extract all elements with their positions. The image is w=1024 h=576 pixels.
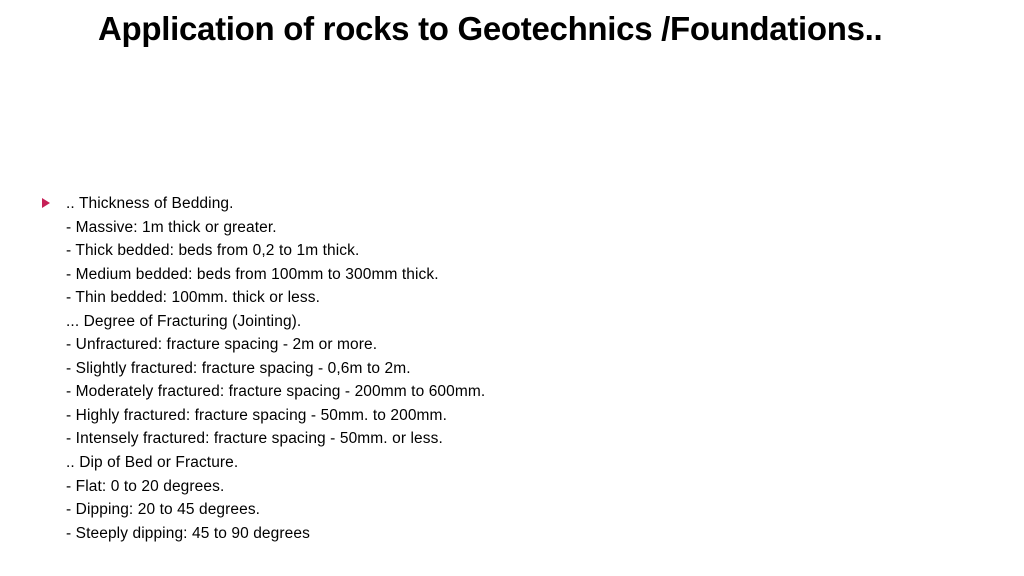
body-line: .. Dip of Bed or Fracture.: [66, 451, 962, 475]
slide-body: .. Thickness of Bedding. - Massive: 1m t…: [42, 192, 962, 545]
triangle-bullet-icon: [42, 198, 50, 208]
body-line: - Flat: 0 to 20 degrees.: [66, 475, 962, 499]
body-line: - Massive: 1m thick or greater.: [66, 216, 962, 240]
bullet-lead-text: .. Thickness of Bedding.: [66, 192, 234, 216]
body-line: - Moderately fractured: fracture spacing…: [66, 380, 962, 404]
slide: Application of rocks to Geotechnics /Fou…: [0, 0, 1024, 576]
body-line: - Unfractured: fracture spacing - 2m or …: [66, 333, 962, 357]
body-line: - Dipping: 20 to 45 degrees.: [66, 498, 962, 522]
body-line: - Medium bedded: beds from 100mm to 300m…: [66, 263, 962, 287]
body-line: - Steeply dipping: 45 to 90 degrees: [66, 522, 962, 546]
body-line: - Thick bedded: beds from 0,2 to 1m thic…: [66, 239, 962, 263]
body-line: - Thin bedded: 100mm. thick or less.: [66, 286, 962, 310]
bullet-item: .. Thickness of Bedding.: [42, 192, 962, 216]
body-line: - Intensely fractured: fracture spacing …: [66, 427, 962, 451]
body-line: ... Degree of Fracturing (Jointing).: [66, 310, 962, 334]
body-line: - Slightly fractured: fracture spacing -…: [66, 357, 962, 381]
body-line: - Highly fractured: fracture spacing - 5…: [66, 404, 962, 428]
slide-title: Application of rocks to Geotechnics /Fou…: [98, 10, 918, 49]
